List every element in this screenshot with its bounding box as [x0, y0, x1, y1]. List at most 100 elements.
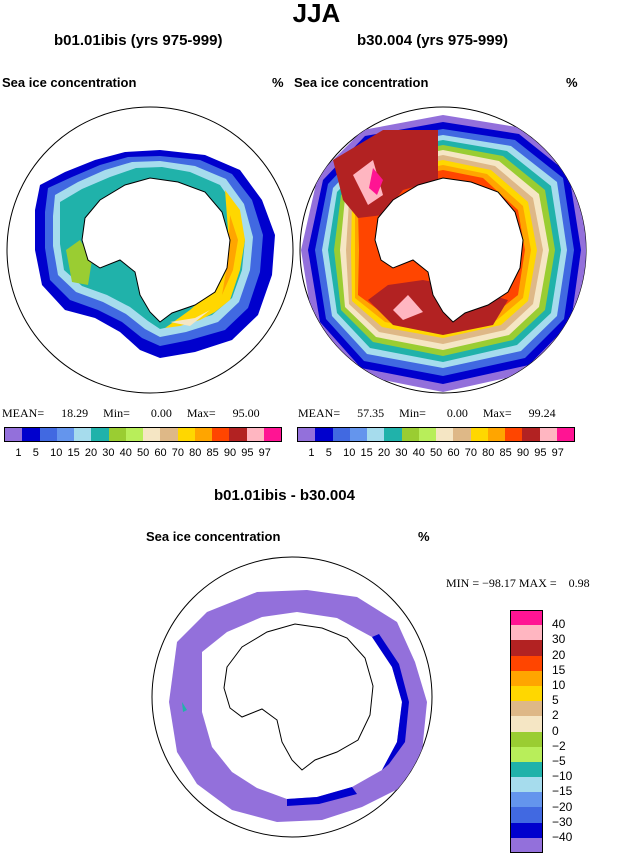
colorbar-swatch: [470, 428, 488, 441]
left-colorbar: [4, 427, 282, 442]
colorbar-tick-label: 15: [360, 447, 373, 459]
colorbar-swatch: [510, 625, 543, 641]
colorbar-swatch: [487, 428, 505, 441]
diff-map: [151, 556, 433, 838]
colorbar-tick-label: 80: [482, 447, 495, 459]
left-max-value: 95.00: [232, 406, 260, 420]
colorbar-swatch: [510, 685, 543, 702]
colorbar-swatch: [160, 428, 178, 441]
colorbar-tick-label: 50: [430, 447, 443, 459]
colorbar-tick-label: −20: [552, 799, 573, 814]
colorbar-tick-label: −30: [552, 814, 573, 829]
left-mean-value: 18.29: [61, 406, 89, 420]
right-stats: MEAN= 57.35 Min= 0.00 Max= 99.24: [298, 406, 556, 421]
colorbar-tick-label: 10: [343, 447, 356, 459]
right-mean-value: 57.35: [357, 406, 385, 420]
colorbar-tick-label: 85: [206, 447, 219, 459]
colorbar-swatch: [229, 428, 247, 441]
colorbar-tick-label: 95: [241, 447, 254, 459]
colorbar-swatch: [367, 428, 385, 441]
colorbar-swatch: [401, 428, 419, 441]
colorbar-swatch: [418, 428, 436, 441]
colorbar-swatch: [263, 428, 281, 441]
colorbar-tick-label: 85: [499, 447, 512, 459]
right-var-label: Sea ice concentration: [294, 75, 429, 90]
right-mean-label: MEAN=: [298, 406, 341, 420]
colorbar-tick-label: 2: [552, 708, 559, 723]
left-map: [6, 106, 294, 394]
colorbar-swatch: [522, 428, 540, 441]
colorbar-tick-label: 5: [552, 693, 559, 708]
colorbar-tick-label: 97: [258, 447, 271, 459]
colorbar-tick-label: −40: [552, 830, 573, 844]
right-colorbar: [297, 427, 575, 442]
colorbar-tick-label: 60: [447, 447, 460, 459]
colorbar-swatch: [510, 640, 543, 656]
colorbar-tick-label: 50: [137, 447, 150, 459]
colorbar-swatch: [510, 610, 543, 626]
colorbar-swatch: [91, 428, 109, 441]
colorbar-swatch: [108, 428, 126, 441]
colorbar-swatch: [246, 428, 264, 441]
colorbar-tick-label: 90: [223, 447, 237, 459]
right-max-label: Max=: [482, 406, 512, 420]
left-unit: %: [272, 75, 284, 90]
colorbar-swatch: [212, 428, 230, 441]
colorbar-swatch: [510, 716, 543, 732]
right-min-label: Min=: [399, 406, 426, 420]
colorbar-tick-label: 70: [171, 447, 184, 459]
colorbar-tick-label: 5: [32, 447, 39, 459]
colorbar-swatch: [510, 731, 543, 747]
colorbar-tick-label: 70: [464, 447, 477, 459]
left-var-label: Sea ice concentration: [2, 75, 137, 90]
colorbar-swatch: [510, 746, 543, 762]
colorbar-tick-label: 15: [552, 662, 566, 677]
colorbar-tick-label: 1: [308, 447, 315, 459]
colorbar-swatch: [74, 428, 92, 441]
right-min-value: 0.00: [446, 406, 468, 420]
colorbar-tick-label: 40: [412, 447, 425, 459]
colorbar-swatch: [332, 428, 350, 441]
colorbar-tick-label: 15: [67, 447, 80, 459]
colorbar-tick-label: 90: [516, 447, 530, 459]
colorbar-swatch: [22, 428, 40, 441]
colorbar-tick-label: 30: [395, 447, 408, 459]
diff-stats: MIN = −98.17 MAX = 0.98: [446, 576, 590, 590]
right-max-value: 99.24: [528, 406, 556, 420]
colorbar-swatch: [453, 428, 471, 441]
colorbar-swatch: [510, 792, 543, 808]
colorbar-tick-label: 60: [154, 447, 167, 459]
colorbar-tick-label: −15: [552, 784, 573, 799]
colorbar-swatch: [349, 428, 367, 441]
colorbar-swatch: [56, 428, 74, 441]
colorbar-tick-label: −5: [552, 754, 566, 768]
right-panel-title: b30.004 (yrs 975-999): [357, 32, 508, 49]
colorbar-tick-label: 0: [552, 723, 559, 738]
colorbar-swatch: [5, 428, 23, 441]
colorbar-swatch: [510, 761, 543, 778]
left-min-value: 0.00: [150, 406, 172, 420]
colorbar-swatch: [510, 777, 543, 793]
colorbar-tick-label: 30: [102, 447, 115, 459]
colorbar-swatch: [510, 822, 543, 838]
colorbar-tick-label: 20: [552, 647, 566, 662]
left-stats: MEAN= 18.29 Min= 0.00 Max= 95.00: [2, 406, 260, 421]
colorbar-swatch: [556, 428, 574, 441]
colorbar-swatch: [505, 428, 523, 441]
colorbar-tick-label: 10: [50, 447, 63, 459]
colorbar-tick-label: 5: [325, 447, 332, 459]
left-panel-title: b01.01ibis (yrs 975-999): [54, 32, 223, 49]
main-title: JJA: [292, 0, 341, 28]
colorbar-swatch: [39, 428, 57, 441]
colorbar-swatch: [177, 428, 195, 441]
colorbar-swatch: [510, 670, 543, 686]
colorbar-swatch: [143, 428, 161, 441]
right-unit: %: [566, 75, 578, 90]
colorbar-tick-label: −2: [552, 738, 566, 753]
right-map: [299, 106, 587, 394]
colorbar-swatch: [384, 428, 402, 441]
colorbar-swatch: [510, 701, 543, 717]
colorbar-tick-label: 20: [377, 447, 391, 459]
colorbar-tick-label: 1: [15, 447, 22, 459]
diff-var-label: Sea ice concentration: [146, 529, 281, 544]
